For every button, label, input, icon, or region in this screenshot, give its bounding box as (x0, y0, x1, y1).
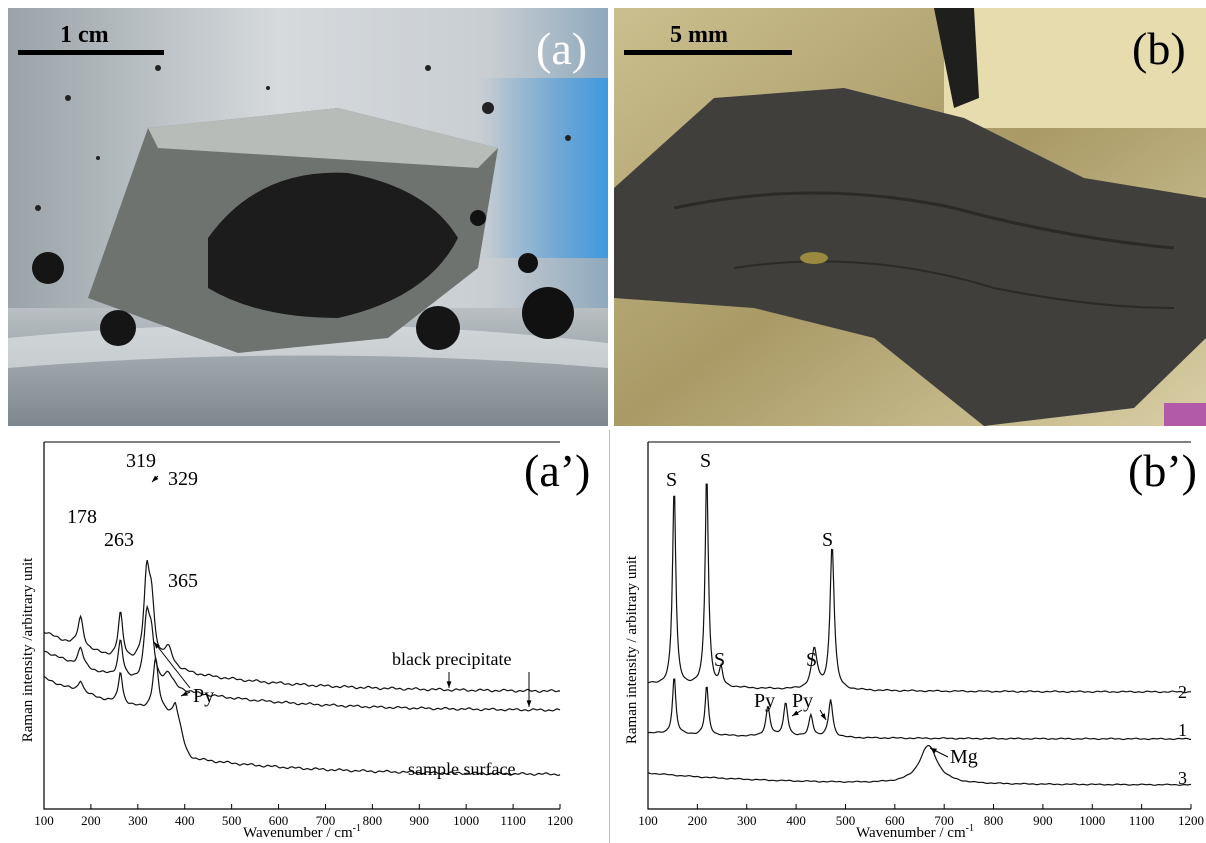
peak-label-319: 319 (126, 450, 156, 472)
x-tick-label: 1100 (500, 813, 526, 828)
arrow-329-head (152, 475, 159, 482)
series-sample-surface (43, 657, 561, 777)
peak-label-s-1: S (666, 469, 677, 491)
chart-a-panel-letter: (a’) (524, 445, 590, 496)
series-label-3: 3 (1178, 768, 1187, 788)
arrow-black-precipitate-2-head (526, 700, 532, 707)
x-tick-label: 400 (175, 813, 195, 828)
chart-a-x-label-sup: -1 (353, 823, 361, 834)
peak-label-s-2: S (700, 450, 711, 472)
x-tick-label: 1200 (1178, 813, 1204, 828)
x-tick-label: 1000 (453, 813, 479, 828)
chart-b-axes: 100 200 300 400 500 600 700 800 900 1000 1100 1200 (638, 441, 1204, 828)
chart-a-axes: 100 200 300 400 500 600 700 800 900 1000 1100 1200 (34, 441, 573, 828)
chart-b-y-label: Raman intensity / arbitrary unit (624, 555, 640, 744)
x-tick-label: 200 (688, 813, 708, 828)
chart-a-x-label: Wavenumber / cm-1 (243, 823, 361, 841)
chart-b-annotations (791, 709, 949, 758)
x-tick-label: 300 (128, 813, 148, 828)
axis-frame (43, 442, 560, 810)
peak-label-py-2: Py (792, 690, 813, 712)
peak-label-mg: Mg (950, 746, 978, 768)
series-black-precipitate-1 (43, 559, 561, 693)
peak-label-s-3: S (714, 649, 725, 671)
arrow-py-b-2-head (820, 713, 826, 720)
series-2 (647, 483, 1192, 694)
scale-bar-label-a: 1 cm (60, 22, 109, 48)
x-tick-label: 400 (786, 813, 806, 828)
x-tick-label: 900 (1033, 813, 1053, 828)
chart-b-panel-letter: (b’) (1128, 445, 1197, 496)
peak-label-s-4: S (806, 649, 817, 671)
chart-a-x-label-text: Wavenumber / cm (243, 825, 353, 841)
scale-bar-a (18, 50, 164, 55)
x-tick-label: 200 (81, 813, 101, 828)
photo-panel-a: 1 cm (a) (8, 8, 608, 426)
legend-sample-surface: sample surface (408, 759, 515, 779)
scale-bar-b (624, 50, 792, 55)
raman-chart-a-prime: 100 200 300 400 500 600 700 800 900 1000 1100 1200 … (20, 441, 590, 841)
legend-black-precipitate: black precipitate (392, 649, 511, 669)
x-tick-label: 500 (836, 813, 856, 828)
series-3 (647, 744, 1192, 786)
axis-frame (647, 442, 1191, 810)
panel-letter-a: (a) (536, 23, 588, 74)
chart-a-annotations (151, 475, 532, 707)
arrow-py-1 (153, 641, 191, 689)
series-1 (647, 678, 1191, 741)
x-tick-label: 100 (638, 813, 658, 828)
raman-chart-b-prime: 100 200 300 400 500 600 700 800 900 1000 1100 1200 … (624, 441, 1204, 841)
photo-panel-b: 5 mm (b) (614, 8, 1206, 426)
chart-b-x-label-sup: -1 (966, 823, 974, 834)
vertical-divider (609, 430, 610, 843)
series-label-2: 2 (1178, 682, 1187, 702)
x-tick-label: 500 (222, 813, 242, 828)
scale-bar-label-b: 5 mm (670, 22, 728, 48)
x-tick-label: 800 (363, 813, 383, 828)
x-tick-label: 300 (737, 813, 757, 828)
peak-label-s-5: S (822, 529, 833, 551)
x-tick-label: 1000 (1079, 813, 1105, 828)
peak-label-py-1: Py (754, 690, 775, 712)
peak-label-py-a: Py (193, 685, 214, 707)
arrow-mg-head (930, 748, 937, 754)
peak-label-365: 365 (168, 570, 198, 592)
arrow-black-precipitate-1-head (446, 681, 452, 688)
x-tick-label: 800 (984, 813, 1004, 828)
series-label-1: 1 (1178, 720, 1187, 740)
chart-b-x-label-text: Wavenumber / cm (856, 825, 966, 841)
x-tick-label: 600 (885, 813, 905, 828)
chart-b-x-label: Wavenumber / cm-1 (856, 823, 974, 841)
panel-letter-b: (b) (1132, 23, 1186, 74)
x-tick-label: 700 (316, 813, 336, 828)
arrow-py-2-head (181, 691, 188, 696)
x-tick-label: 900 (410, 813, 430, 828)
x-tick-label: 700 (934, 813, 954, 828)
arrow-py-1-head (154, 642, 160, 649)
series-black-precipitate-2 (43, 604, 561, 712)
x-tick-label: 100 (34, 813, 54, 828)
x-tick-label: 1100 (1129, 813, 1155, 828)
x-tick-label: 1200 (547, 813, 573, 828)
chart-a-series (43, 559, 561, 777)
chart-b-series (647, 483, 1192, 786)
peak-label-263: 263 (104, 529, 134, 551)
chart-a-y-label: Raman intensity /arbitrary unit (20, 557, 36, 742)
arrow-py-b-1-head (792, 710, 799, 716)
photo-a-image (8, 8, 608, 426)
photo-b-image (614, 8, 1206, 426)
peak-label-178: 178 (67, 506, 97, 528)
peak-label-329: 329 (168, 468, 198, 490)
x-tick-label: 600 (269, 813, 289, 828)
